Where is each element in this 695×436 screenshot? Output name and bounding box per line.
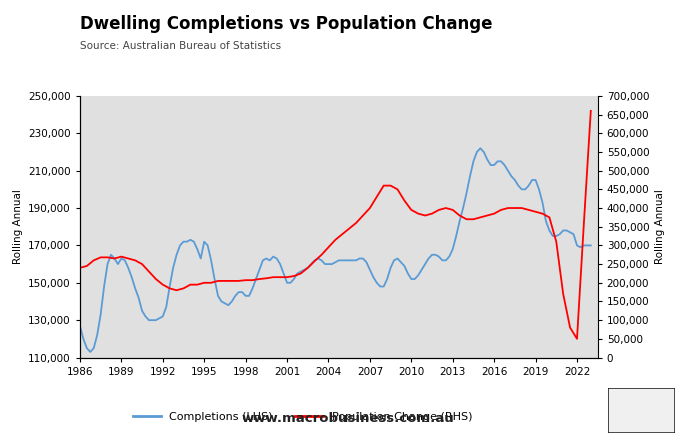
Y-axis label: Rolling Annual: Rolling Annual (13, 189, 23, 264)
Population Change (RHS) (476, 215, 484, 220)
Completions (LHS) (587, 243, 595, 248)
Completions (LHS) (169, 265, 177, 270)
Completions (LHS) (86, 349, 95, 354)
Text: www.macrobusiness.com.au: www.macrobusiness.com.au (241, 412, 454, 425)
Population Change (RHS) (117, 254, 126, 259)
Text: BUSINESS: BUSINESS (587, 57, 669, 72)
Completions (LHS) (414, 272, 423, 278)
Line: Population Change (RHS): Population Change (RHS) (80, 111, 591, 339)
Y-axis label: Rolling Annual: Rolling Annual (655, 189, 665, 264)
Population Change (RHS) (587, 108, 595, 113)
Population Change (RHS) (573, 336, 581, 341)
Completions (LHS) (145, 317, 153, 323)
Line: Completions (LHS): Completions (LHS) (80, 148, 591, 352)
Population Change (RHS) (483, 213, 491, 218)
Completions (LHS) (76, 323, 84, 328)
Population Change (RHS) (497, 207, 505, 212)
Completions (LHS) (200, 239, 208, 244)
Text: MACRO: MACRO (598, 27, 659, 41)
Completions (LHS) (304, 265, 312, 270)
Text: Dwelling Completions vs Population Change: Dwelling Completions vs Population Chang… (80, 15, 493, 33)
Population Change (RHS) (76, 265, 84, 270)
Completions (LHS) (204, 243, 212, 248)
Population Change (RHS) (532, 209, 540, 215)
Legend: Completions (LHS), Population Change (RHS): Completions (LHS), Population Change (RH… (129, 408, 477, 426)
Population Change (RHS) (462, 217, 471, 222)
Text: Source: Australian Bureau of Statistics: Source: Australian Bureau of Statistics (80, 41, 281, 51)
Completions (LHS) (476, 146, 484, 151)
